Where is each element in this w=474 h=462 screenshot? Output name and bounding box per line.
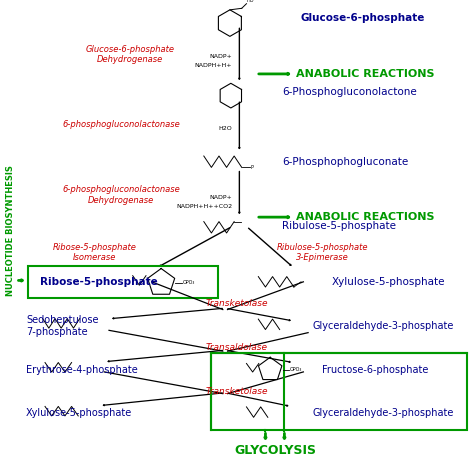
Bar bbox=[28, 266, 218, 298]
Text: Ribulose-5-phosphate
3-Epimerase: Ribulose-5-phosphate 3-Epimerase bbox=[276, 243, 368, 262]
Text: ANABOLIC REACTIONS: ANABOLIC REACTIONS bbox=[296, 212, 435, 222]
Text: NUCLEOTIDE BIOSYNTHESIS: NUCLEOTIDE BIOSYNTHESIS bbox=[6, 165, 15, 297]
Text: OPO₃: OPO₃ bbox=[183, 280, 195, 285]
Text: Erythrose-4-phosphate: Erythrose-4-phosphate bbox=[26, 365, 138, 375]
Text: H2O: H2O bbox=[219, 126, 232, 131]
Text: NADP+: NADP+ bbox=[210, 55, 232, 59]
Text: O
HO: O HO bbox=[246, 0, 254, 3]
Text: GLYCOLYSIS: GLYCOLYSIS bbox=[234, 444, 316, 457]
Text: Glucose-6-phosphate: Glucose-6-phosphate bbox=[301, 13, 425, 24]
Text: Glyceraldehyde-3-phosphate: Glyceraldehyde-3-phosphate bbox=[313, 321, 454, 331]
Text: 6-phosphogluconolactonase: 6-phosphogluconolactonase bbox=[62, 120, 180, 129]
Text: NADPH+H++CO2: NADPH+H++CO2 bbox=[176, 204, 232, 209]
Text: 6-phosphogluconolactonase
Dehydrogenase: 6-phosphogluconolactonase Dehydrogenase bbox=[62, 185, 180, 205]
Text: NADP+: NADP+ bbox=[210, 195, 232, 200]
Text: ANABOLIC REACTIONS: ANABOLIC REACTIONS bbox=[296, 69, 435, 79]
Text: Ribose-5-phosphate
Isomerase: Ribose-5-phosphate Isomerase bbox=[53, 243, 137, 262]
Text: Ribulose-5-phosphate: Ribulose-5-phosphate bbox=[282, 221, 396, 231]
Text: P: P bbox=[251, 165, 254, 170]
Text: OPO₃: OPO₃ bbox=[290, 367, 302, 372]
Text: Transketolase: Transketolase bbox=[206, 387, 268, 396]
Text: Transaldolase: Transaldolase bbox=[206, 343, 268, 352]
Text: Ribose-5-phosphate: Ribose-5-phosphate bbox=[40, 277, 158, 287]
Text: Glucose-6-phosphate
Dehydrogenase: Glucose-6-phosphate Dehydrogenase bbox=[86, 45, 175, 64]
Text: 6-Phosphogluconolactone: 6-Phosphogluconolactone bbox=[282, 87, 417, 97]
Text: Glyceraldehyde-3-phosphate: Glyceraldehyde-3-phosphate bbox=[313, 408, 454, 419]
Text: Xylulose-5-phosphate: Xylulose-5-phosphate bbox=[26, 408, 132, 419]
Text: Transketolase: Transketolase bbox=[206, 299, 268, 309]
Text: Xylulose-5-phosphate: Xylulose-5-phosphate bbox=[332, 277, 445, 287]
Text: Fructose-6-phosphate: Fructose-6-phosphate bbox=[322, 365, 428, 375]
Text: 6-Phosphophogluconate: 6-Phosphophogluconate bbox=[282, 157, 408, 167]
Text: NADPH+H+: NADPH+H+ bbox=[195, 63, 232, 68]
Bar bbox=[211, 353, 467, 430]
Text: Sedoheptulose
7-phosphate: Sedoheptulose 7-phosphate bbox=[26, 315, 99, 336]
